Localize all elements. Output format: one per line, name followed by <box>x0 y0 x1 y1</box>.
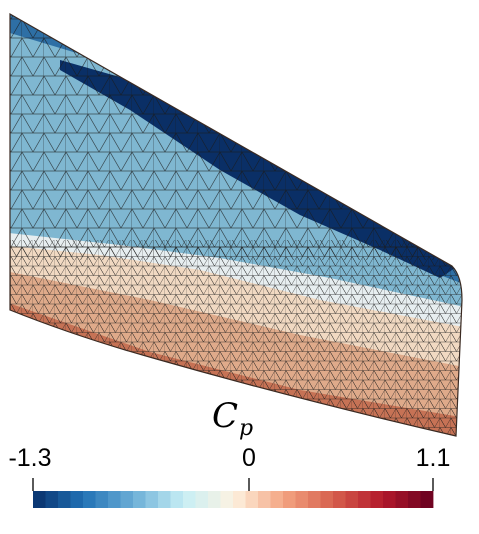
wing-outline <box>9 12 463 437</box>
colorbar-bin <box>95 491 109 508</box>
colorbar-bin <box>220 491 234 508</box>
colorbar-bin <box>308 491 321 508</box>
colorbar-bin <box>195 491 209 508</box>
colorbar-bin <box>183 491 196 508</box>
colorbar-bin <box>83 491 96 508</box>
colorbar-bin <box>58 491 71 508</box>
colorbar-bin <box>208 491 221 508</box>
colorbar-title-subscript: p <box>239 416 254 441</box>
colorbar-bin <box>245 491 259 508</box>
colorbar-mid-label: 0 <box>242 444 256 472</box>
colorbar-bin <box>158 491 171 508</box>
colorbar-bin <box>70 491 84 508</box>
fine-mesh-overlay <box>10 240 462 436</box>
colorbar-bin <box>320 491 334 508</box>
colorbar-min-label: -1.3 <box>8 444 52 472</box>
colorbar-bin <box>270 491 284 508</box>
colorbar-bin <box>370 491 384 508</box>
colorbar-title: Cp <box>212 396 253 441</box>
colorbar-bin <box>170 491 184 508</box>
colorbar-bin <box>283 491 296 508</box>
colorbar-bin <box>345 491 359 508</box>
colorbar-bin <box>358 491 371 508</box>
colorbar-bin <box>295 491 309 508</box>
colorbar-title-symbol: C <box>212 396 239 436</box>
colorbar-bin <box>420 491 434 508</box>
colorbar-bin <box>145 491 159 508</box>
colorbar-bin <box>408 491 421 508</box>
colorbar <box>33 491 434 508</box>
colorbar-bin <box>233 491 246 508</box>
colorbar-bin <box>395 491 409 508</box>
colorbar-bin <box>33 491 46 508</box>
colorbar-bin <box>383 491 396 508</box>
colorbar-bin <box>108 491 121 508</box>
colorbar-bin <box>258 491 271 508</box>
colorbar-max-label: 1.1 <box>415 444 451 472</box>
colorbar-bin <box>333 491 346 508</box>
colorbar-bin <box>133 491 146 508</box>
colorbar-bin <box>45 491 59 508</box>
coarse-mesh-overlay <box>10 14 462 260</box>
colorbar-bin <box>120 491 134 508</box>
